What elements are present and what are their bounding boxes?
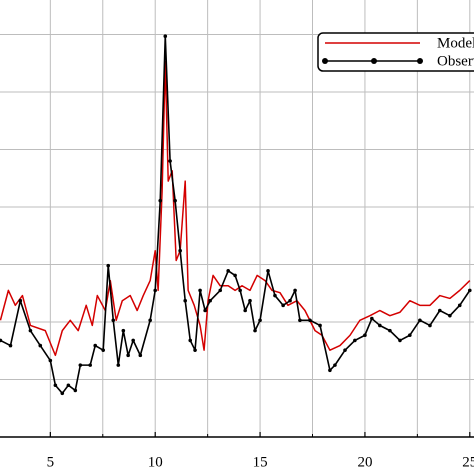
data-point xyxy=(121,328,126,333)
data-point xyxy=(203,308,207,313)
data-point xyxy=(183,298,187,303)
data-point xyxy=(243,308,247,313)
ticks: 5 10 15 20 25 xyxy=(47,432,474,470)
data-point xyxy=(308,318,312,323)
legend-marker xyxy=(322,58,328,64)
data-point xyxy=(158,198,163,203)
x-tick-label: 25 xyxy=(462,454,474,470)
data-point xyxy=(293,288,297,293)
data-point xyxy=(53,383,58,388)
data-point xyxy=(28,328,33,333)
data-point xyxy=(233,273,237,278)
data-point xyxy=(138,353,143,358)
data-point xyxy=(418,318,422,323)
data-point xyxy=(388,328,392,333)
data-point xyxy=(131,338,135,343)
x-tick-label: 15 xyxy=(253,454,268,470)
legend-marker xyxy=(417,58,423,64)
data-point xyxy=(238,288,242,293)
data-point xyxy=(298,318,302,323)
data-point xyxy=(448,313,452,318)
legend: Model Observed xyxy=(317,32,474,72)
data-point xyxy=(353,338,357,343)
data-point xyxy=(198,288,202,293)
data-point xyxy=(468,288,472,293)
data-point xyxy=(73,388,78,393)
data-point xyxy=(168,159,172,163)
series-line xyxy=(0,60,471,357)
data-point xyxy=(266,269,270,273)
data-point xyxy=(153,288,158,293)
data-point xyxy=(18,298,23,303)
legend-label: Model xyxy=(437,35,474,51)
data-point xyxy=(101,348,105,352)
data-point xyxy=(48,358,53,363)
data-point xyxy=(0,338,3,343)
data-point xyxy=(8,343,13,348)
data-point xyxy=(173,198,177,203)
x-tick-label: 5 xyxy=(47,454,55,470)
data-point xyxy=(218,288,223,293)
data-point xyxy=(253,328,257,333)
data-point xyxy=(408,333,412,338)
data-point xyxy=(148,318,152,323)
legend-label: Observed xyxy=(437,53,474,69)
data-point xyxy=(66,383,71,388)
data-point xyxy=(343,348,347,352)
data-point xyxy=(38,343,43,348)
legend-marker xyxy=(371,58,377,64)
data-point xyxy=(438,308,442,313)
data-point xyxy=(126,353,130,358)
data-point xyxy=(370,316,374,321)
data-point xyxy=(273,293,277,298)
data-point xyxy=(106,263,111,268)
data-point xyxy=(248,298,252,303)
data-point xyxy=(111,318,116,323)
plot xyxy=(0,34,472,396)
x-tick-label: 20 xyxy=(357,454,372,470)
data-point xyxy=(333,363,337,367)
data-point xyxy=(193,348,197,352)
data-point xyxy=(226,269,230,273)
grid xyxy=(0,0,474,437)
data-point xyxy=(318,323,322,328)
data-point xyxy=(93,343,98,348)
data-point xyxy=(398,338,402,343)
data-point xyxy=(163,34,168,39)
data-point xyxy=(363,333,367,338)
data-point xyxy=(178,248,182,253)
data-point xyxy=(328,368,332,373)
data-point xyxy=(378,323,382,328)
data-point xyxy=(208,298,212,303)
data-point xyxy=(428,323,432,328)
data-point xyxy=(258,318,262,323)
data-point xyxy=(457,303,462,308)
data-point xyxy=(116,363,121,367)
data-point xyxy=(188,338,193,343)
data-point xyxy=(281,303,285,308)
x-tick-label: 10 xyxy=(148,454,163,470)
data-point xyxy=(88,363,92,367)
data-point xyxy=(60,391,65,396)
data-point xyxy=(288,298,292,303)
data-point xyxy=(78,363,83,367)
